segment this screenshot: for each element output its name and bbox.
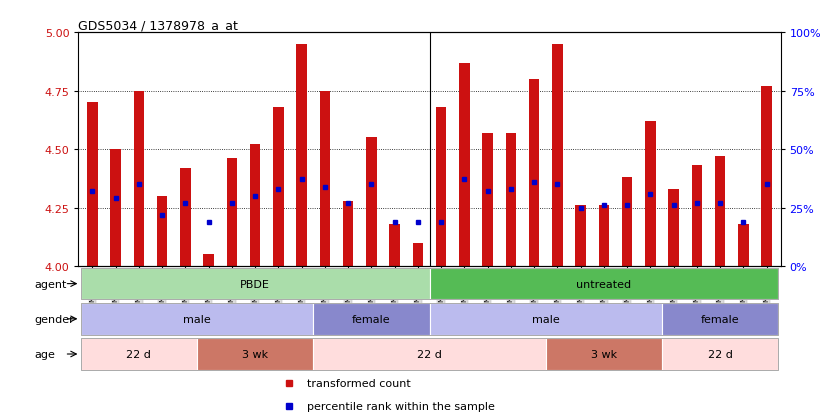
Bar	[81, 268, 430, 300]
Bar	[273, 108, 283, 266]
Bar	[389, 224, 400, 266]
Bar	[88, 103, 97, 266]
Bar	[343, 201, 354, 266]
Bar	[366, 138, 377, 266]
Bar	[662, 338, 778, 370]
Bar	[180, 169, 191, 266]
Bar	[552, 45, 563, 266]
Text: transformed count: transformed count	[306, 378, 411, 388]
Text: female: female	[352, 314, 391, 324]
Bar	[320, 91, 330, 266]
Bar	[506, 133, 516, 266]
Bar	[313, 338, 546, 370]
Text: 3 wk: 3 wk	[242, 349, 268, 359]
Bar	[430, 268, 778, 300]
Bar	[81, 338, 197, 370]
Bar	[622, 178, 633, 266]
Text: untreated: untreated	[577, 279, 631, 289]
Bar	[762, 87, 771, 266]
Text: female: female	[700, 314, 739, 324]
Text: gender: gender	[35, 314, 74, 324]
Bar	[297, 45, 307, 266]
Bar	[134, 91, 145, 266]
Bar	[157, 197, 168, 266]
Text: GDS5034 / 1378978_a_at: GDS5034 / 1378978_a_at	[78, 19, 239, 32]
Text: 3 wk: 3 wk	[591, 349, 617, 359]
Text: male: male	[183, 314, 211, 324]
Bar	[482, 133, 493, 266]
Text: percentile rank within the sample: percentile rank within the sample	[306, 401, 495, 411]
Text: 22 d: 22 d	[708, 349, 733, 359]
Bar	[197, 338, 313, 370]
Bar	[430, 303, 662, 335]
Bar	[250, 145, 260, 266]
Bar	[226, 159, 237, 266]
Bar	[738, 224, 748, 266]
Bar	[313, 303, 430, 335]
Text: PBDE: PBDE	[240, 279, 270, 289]
Bar	[645, 122, 656, 266]
Bar	[662, 303, 778, 335]
Text: male: male	[532, 314, 560, 324]
Bar	[111, 150, 121, 266]
Bar	[529, 80, 539, 266]
Bar	[599, 206, 609, 266]
Text: 22 d: 22 d	[417, 349, 442, 359]
Bar	[436, 108, 446, 266]
Bar	[576, 206, 586, 266]
Bar	[459, 63, 470, 266]
Text: 22 d: 22 d	[126, 349, 151, 359]
Text: agent: agent	[35, 279, 67, 289]
Text: age: age	[35, 349, 55, 359]
Bar	[691, 166, 702, 266]
Bar	[546, 338, 662, 370]
Bar	[668, 190, 679, 266]
Bar	[81, 303, 313, 335]
Bar	[203, 255, 214, 266]
Bar	[413, 243, 423, 266]
Bar	[714, 157, 725, 266]
